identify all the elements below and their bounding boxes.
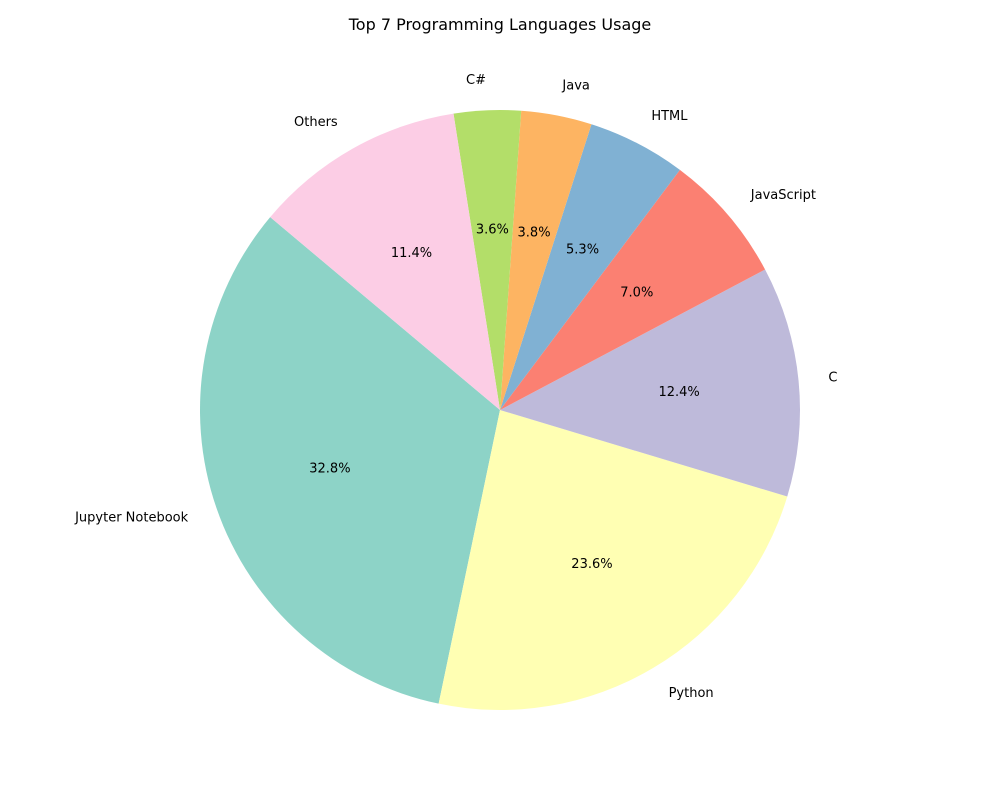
slice-label: HTML — [651, 109, 688, 124]
labels-group: Jupyter Notebook 32.8% Python 23.6% C 12.4% Ja… — [74, 73, 837, 701]
slice-label: Others — [294, 115, 338, 130]
slice-label: Java — [561, 78, 589, 93]
pie-slice-c — [500, 269, 800, 497]
slice-label: Jupyter Notebook — [74, 510, 189, 525]
slice-label: JavaScript — [750, 188, 816, 203]
slice-percent-label: 32.8% — [309, 461, 350, 476]
pie-slice-java — [500, 110, 592, 410]
slice-label: C — [828, 370, 837, 385]
pie-slice-others — [270, 113, 500, 410]
slices-group — [200, 109, 800, 710]
pie-slice-jupyter-notebook — [200, 217, 500, 704]
slice-percent-label: 12.4% — [658, 385, 699, 400]
pie-slice-c- — [453, 109, 522, 411]
slice-percent-label: 11.4% — [391, 246, 432, 261]
slice-percent-label: 3.6% — [476, 223, 509, 238]
pie-slice-html — [500, 124, 680, 411]
slice-percent-label: 7.0% — [620, 286, 653, 301]
slice-label: C# — [466, 73, 486, 88]
slice-percent-label: 3.8% — [518, 226, 551, 241]
pie-slice-javascript — [500, 169, 766, 410]
pie-slice-python — [438, 410, 788, 710]
slice-percent-label: 5.3% — [566, 243, 599, 258]
chart-title: Top 7 Programming Languages Usage — [348, 15, 652, 34]
slice-label: Python — [669, 686, 714, 701]
slice-percent-label: 23.6% — [571, 557, 612, 572]
